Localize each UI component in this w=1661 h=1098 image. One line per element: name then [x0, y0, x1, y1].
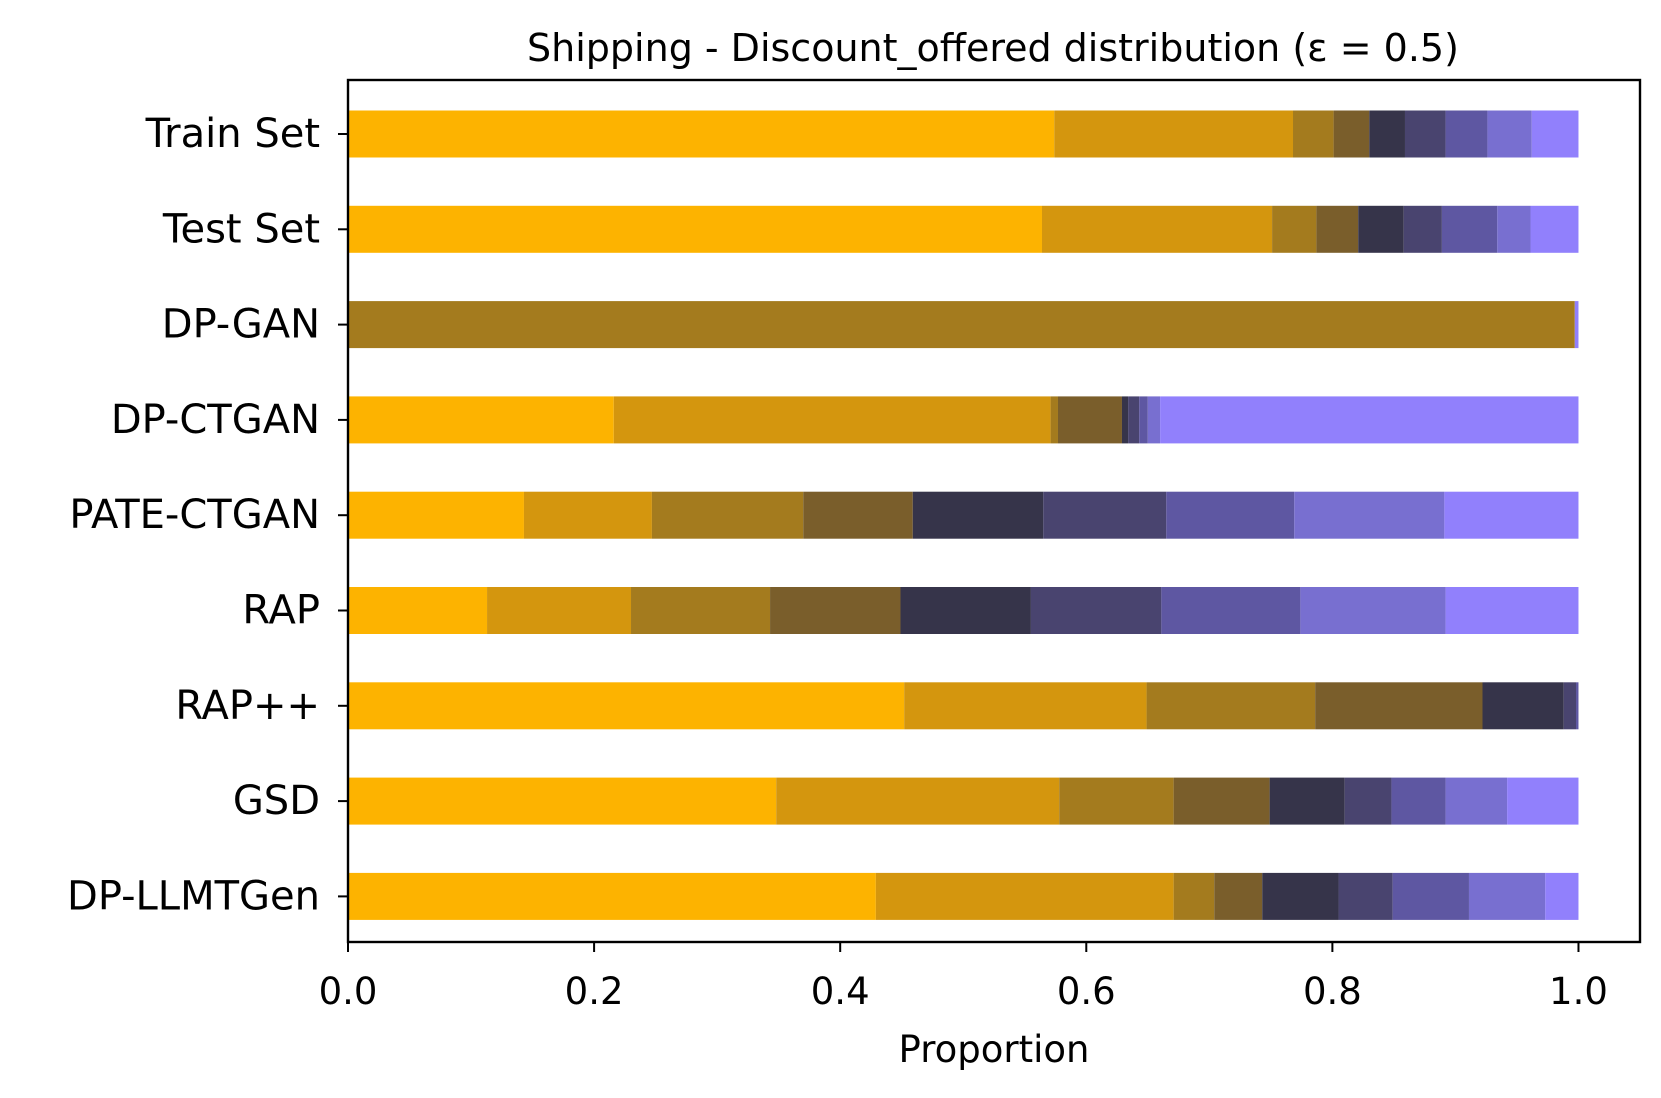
bar-segment	[1497, 205, 1531, 253]
y-tick-label: RAP	[242, 588, 320, 634]
bar-segment	[1293, 110, 1334, 158]
bar-segment	[1507, 777, 1579, 825]
bar-segment	[1392, 872, 1469, 920]
bar-segment	[1214, 872, 1263, 920]
bar-segment	[487, 587, 632, 634]
bar-segment	[651, 491, 804, 539]
bar-segment	[1530, 205, 1579, 253]
bar-segment	[1121, 396, 1129, 444]
bar-segment	[1441, 205, 1498, 253]
bar-segment	[1050, 396, 1058, 444]
bar-segment	[1487, 110, 1532, 158]
bar-segment	[1173, 777, 1270, 825]
bars-group	[348, 110, 1579, 920]
bar-segment	[348, 110, 1055, 158]
bar-segment	[1545, 872, 1579, 920]
plot-frame	[346, 78, 1642, 944]
bar-segment	[1262, 872, 1339, 920]
bar-segment	[1054, 110, 1294, 158]
bar-segment	[613, 396, 1051, 444]
bar-segment	[1531, 110, 1579, 158]
bar-segment	[1338, 872, 1393, 920]
x-tick-label: 0.8	[1303, 970, 1362, 1013]
bar-segment	[1139, 396, 1148, 444]
bar-segment	[1369, 110, 1405, 158]
bar-segment	[523, 491, 652, 539]
y-tick-label: RAP++	[175, 683, 320, 729]
bar-segment	[1147, 396, 1161, 444]
bar-segment	[1272, 205, 1317, 253]
x-tick-label: 0.0	[319, 970, 378, 1013]
y-tick-label: DP-LLMTGen	[67, 873, 320, 919]
bar-segment	[1445, 110, 1488, 158]
bar-segment	[1041, 205, 1273, 253]
y-tick-label: DP-CTGAN	[111, 397, 320, 443]
bar-segment	[1166, 491, 1295, 539]
bar-segment	[1146, 682, 1316, 730]
bar-segment	[1576, 682, 1579, 730]
bar-segment	[1160, 396, 1579, 444]
x-axis-label: Proportion	[899, 1028, 1090, 1071]
bar-segment	[1269, 777, 1345, 825]
bar-segment	[348, 872, 876, 920]
bar-segment	[900, 587, 1031, 634]
bar-segment	[1030, 587, 1162, 634]
y-tick-label: Train Set	[145, 111, 320, 157]
bar-segment	[348, 396, 614, 444]
bar-segment	[1391, 777, 1446, 825]
bar-segment	[348, 777, 777, 825]
x-axis: 0.0 0.2 0.4 0.6 0.8 1.0	[319, 942, 1608, 1013]
bar-segment	[1128, 396, 1140, 444]
bar-segment	[1404, 110, 1446, 158]
bar-segment	[776, 777, 1060, 825]
x-tick-label: 0.6	[1057, 970, 1116, 1013]
bar-segment	[1574, 301, 1579, 349]
bar-segment	[1043, 491, 1167, 539]
y-tick-label: DP-GAN	[162, 302, 320, 348]
bar-segment	[348, 587, 488, 634]
bar-segment	[631, 587, 771, 634]
bar-segment	[1057, 396, 1122, 444]
bar-segment	[1316, 205, 1359, 253]
bar-segment	[348, 491, 524, 539]
bar-segment	[1173, 872, 1215, 920]
bar-segment	[1445, 587, 1579, 634]
bar-segment	[348, 205, 1042, 253]
x-tick-label: 0.2	[565, 970, 624, 1013]
bar-segment	[770, 587, 901, 634]
bar-segment	[1358, 205, 1404, 253]
bar-segment	[1294, 491, 1445, 539]
y-axis: Train Set Test Set DP-GAN DP-CTGAN PATE-CTGA…	[67, 111, 348, 919]
bar-segment	[1445, 777, 1508, 825]
chart-title: Shipping - Discount_offered distribution…	[527, 26, 1459, 70]
bar-segment	[1403, 205, 1442, 253]
bar-segment	[1161, 587, 1301, 634]
x-tick-label: 1.0	[1549, 970, 1608, 1013]
y-tick-label: Test Set	[162, 206, 320, 252]
bar-segment	[348, 682, 905, 730]
y-tick-label: PATE-CTGAN	[69, 492, 320, 538]
bar-segment	[1333, 110, 1370, 158]
bar-segment	[1059, 777, 1174, 825]
bar-segment	[1563, 682, 1577, 730]
bar-segment	[904, 682, 1147, 730]
bar-segment	[1300, 587, 1446, 634]
bar-segment	[1468, 872, 1546, 920]
bar-segment	[875, 872, 1174, 920]
bar-segment	[1482, 682, 1564, 730]
bar-segment	[912, 491, 1044, 539]
bar-segment	[348, 301, 1575, 349]
y-tick-label: GSD	[233, 778, 320, 824]
x-tick-label: 0.4	[811, 970, 870, 1013]
bar-segment	[1344, 777, 1392, 825]
bar-segment	[1315, 682, 1483, 730]
bar-segment	[803, 491, 913, 539]
bar-segment	[1444, 491, 1579, 539]
